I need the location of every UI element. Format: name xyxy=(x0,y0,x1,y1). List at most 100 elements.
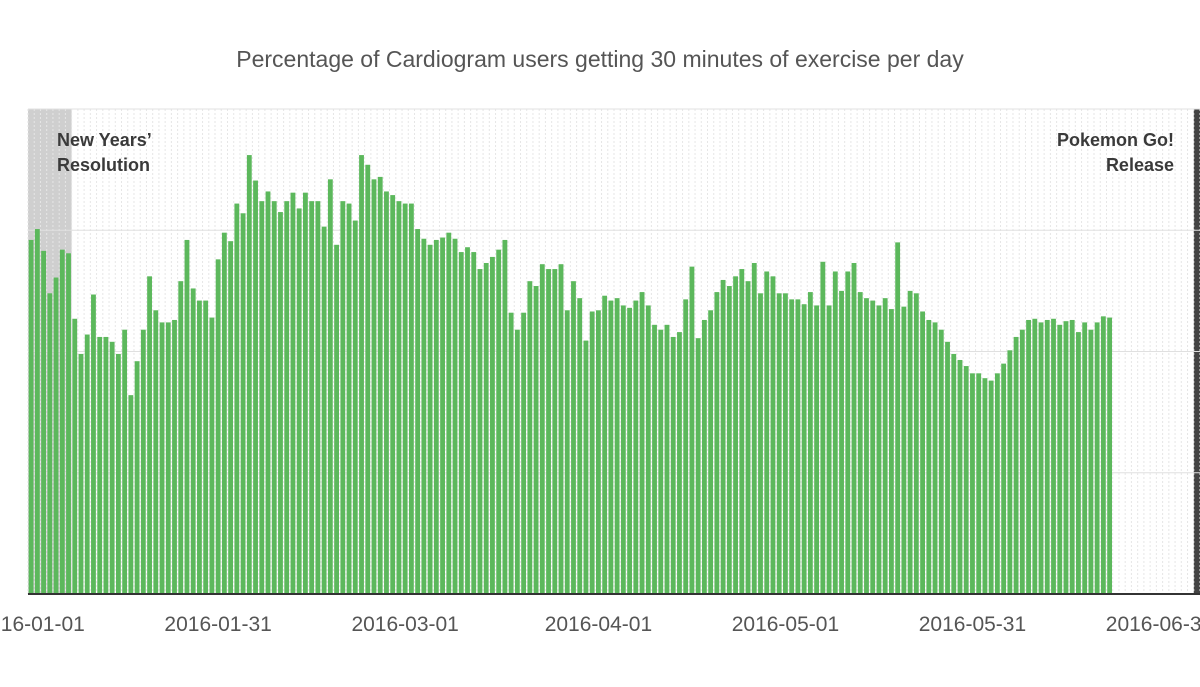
bar xyxy=(864,298,869,594)
bar xyxy=(888,309,894,594)
bar xyxy=(571,281,576,594)
bar xyxy=(795,299,801,594)
bar xyxy=(957,359,963,594)
bar xyxy=(714,292,720,594)
annotation-new-years-line1: New Years’ xyxy=(57,130,152,150)
bar xyxy=(483,262,489,594)
bar xyxy=(452,238,458,595)
bar xyxy=(1107,317,1113,594)
bar xyxy=(178,281,184,594)
bar xyxy=(876,305,882,594)
bar xyxy=(84,334,90,594)
bar xyxy=(938,329,944,594)
bar xyxy=(926,319,932,594)
bar xyxy=(334,244,340,595)
bar xyxy=(165,322,171,594)
bar xyxy=(658,329,664,594)
bar xyxy=(477,269,483,594)
bar xyxy=(115,353,121,594)
bar xyxy=(240,213,246,594)
bar xyxy=(1007,350,1013,594)
bar xyxy=(826,305,832,594)
bar xyxy=(377,176,383,594)
bar xyxy=(801,304,807,594)
bar xyxy=(384,191,389,594)
bar xyxy=(1057,324,1063,594)
bar xyxy=(652,324,657,594)
bar xyxy=(103,336,109,594)
bar xyxy=(147,276,152,594)
bar xyxy=(1100,316,1106,594)
bar xyxy=(508,312,514,594)
x-tick-label: 2016-05-01 xyxy=(732,613,839,636)
bar xyxy=(371,179,377,594)
bar xyxy=(390,195,396,594)
bar xyxy=(577,298,583,594)
bar xyxy=(820,261,826,594)
bar xyxy=(215,259,221,594)
bar xyxy=(184,239,190,594)
bar xyxy=(458,252,464,594)
bar xyxy=(814,305,820,594)
bar xyxy=(109,341,115,594)
bar xyxy=(134,361,140,594)
bar xyxy=(920,311,926,594)
bar xyxy=(396,201,402,594)
bar xyxy=(321,226,327,595)
bar xyxy=(994,373,1000,594)
bar xyxy=(290,192,296,594)
bar xyxy=(471,252,477,594)
bar xyxy=(352,220,358,595)
bar xyxy=(259,201,265,594)
bar xyxy=(564,310,570,594)
bar xyxy=(172,319,177,594)
bar xyxy=(228,241,234,594)
bar xyxy=(1094,322,1100,594)
bar xyxy=(72,318,78,594)
bar xyxy=(614,298,620,594)
bar xyxy=(758,293,763,594)
bar xyxy=(963,366,969,594)
bar xyxy=(1032,318,1038,594)
annotation-new-years-line2: Resolution xyxy=(57,155,150,175)
bar xyxy=(1069,319,1075,594)
bar xyxy=(677,332,682,594)
bar xyxy=(620,305,626,594)
bar xyxy=(589,311,595,594)
bar xyxy=(209,317,215,594)
bar xyxy=(433,239,439,594)
bar xyxy=(546,269,551,594)
bar xyxy=(446,232,452,595)
bar xyxy=(28,239,34,594)
bar xyxy=(539,264,545,594)
bar xyxy=(402,203,408,594)
bar xyxy=(901,306,907,594)
bar xyxy=(1013,336,1019,594)
bar xyxy=(982,378,988,594)
bar xyxy=(427,244,433,595)
bar xyxy=(1026,319,1031,594)
bar xyxy=(359,155,364,594)
bar xyxy=(140,329,146,594)
bar xyxy=(1051,318,1056,594)
bar xyxy=(882,298,888,594)
bar xyxy=(1063,321,1069,594)
vertical-gridlines xyxy=(27,109,1200,594)
bar xyxy=(521,312,527,594)
bar xyxy=(128,395,134,594)
bar xyxy=(745,281,751,594)
bar xyxy=(415,229,421,594)
bar xyxy=(932,322,938,594)
bar xyxy=(552,269,558,594)
bar xyxy=(203,300,209,594)
x-tick-label: 2016-06-30 xyxy=(1106,613,1200,636)
annotation-pokemon-line2: Release xyxy=(1106,155,1174,175)
bar xyxy=(832,271,838,594)
bar xyxy=(496,249,502,594)
bar-series xyxy=(28,155,1113,595)
bar xyxy=(346,203,352,594)
bar xyxy=(1044,319,1050,594)
bar xyxy=(296,208,302,595)
bar xyxy=(608,300,614,594)
